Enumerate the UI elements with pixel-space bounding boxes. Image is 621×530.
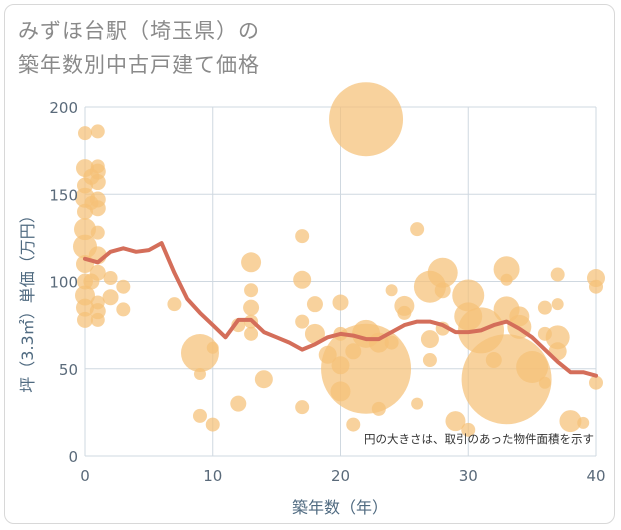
bubble-point [589, 375, 603, 390]
bubble-point [577, 416, 590, 429]
x-tick-label: 40 [586, 467, 605, 485]
bubble-point [306, 296, 323, 313]
chart-title: みずほ台駅（埼玉県）の 築年数別中古戸建て価格 [18, 14, 260, 82]
bubble-point [304, 323, 325, 344]
bubble-point [90, 124, 105, 139]
bubble-point [422, 353, 437, 368]
bubble-point [230, 395, 247, 412]
bubble-point [538, 376, 551, 389]
y-tick-label: 200 [49, 99, 78, 117]
bubble-point [329, 82, 404, 157]
bubble-point [410, 222, 425, 237]
bubble-point [74, 218, 96, 241]
bubble-point [384, 335, 399, 350]
bubble-point [461, 422, 476, 437]
bubble-point [193, 367, 206, 380]
bubble-point [241, 252, 262, 273]
bubble-point [332, 294, 349, 311]
bubble-point [371, 401, 386, 416]
bubble-point [545, 325, 570, 350]
x-tick-label: 10 [203, 467, 222, 485]
bubble-point [102, 289, 119, 306]
bubble-point [116, 279, 131, 294]
x-tick-label: 30 [459, 467, 478, 485]
bubble-point [89, 174, 106, 191]
bubble-point [295, 229, 310, 244]
bubble-point [89, 264, 106, 281]
y-tick-label: 0 [68, 448, 78, 466]
bubble-point [89, 200, 106, 217]
bubble-point [397, 305, 412, 320]
bubble-point [206, 341, 219, 354]
bubble-point [243, 299, 260, 316]
x-tick-label: 0 [80, 467, 90, 485]
bubble-point [346, 417, 361, 432]
median-price-line [83, 241, 598, 378]
bubble-point [78, 126, 92, 141]
bubble-point [254, 370, 273, 389]
bubble-point [427, 257, 458, 288]
bubble-point [293, 270, 312, 289]
bubble-point [77, 311, 93, 328]
bubble-point [116, 302, 131, 317]
x-tick-label: 20 [331, 467, 350, 485]
y-tick-label: 50 [59, 361, 78, 379]
bubble-point [589, 279, 603, 294]
bubble-point [452, 279, 485, 312]
bubble-size-note: 円の大きさは、取引のあった物件面積を示す [364, 432, 594, 446]
bubble-point [295, 400, 310, 415]
bubble-point [90, 225, 105, 240]
bubble-point [103, 271, 118, 286]
bubble-point [550, 267, 565, 282]
bubble-point [205, 417, 220, 432]
bubble-point [516, 351, 549, 384]
bubble-point [90, 312, 105, 327]
bubble-point [244, 326, 259, 341]
chart-title-line-2: 築年数別中古戸建て価格 [18, 53, 260, 77]
bubble-point [434, 282, 451, 299]
bubble-point [537, 300, 552, 315]
bubble-point [493, 256, 520, 283]
y-axis-title: 坪（3.3㎡）単価（万円） [18, 207, 37, 392]
y-tick-label: 150 [49, 186, 78, 204]
bubble-point [76, 298, 94, 317]
bubble-point [244, 283, 259, 298]
bubble-point [385, 284, 398, 297]
bubble-point [167, 297, 182, 312]
bubble-point [192, 408, 207, 423]
bubble-point [445, 411, 466, 432]
bubble-series [73, 82, 605, 437]
y-tick-label: 100 [49, 274, 78, 292]
y-tick-labels: 0 50 100 150 200 [49, 99, 78, 466]
x-axis-title: 築年数（年） [292, 498, 388, 517]
bubble-point [295, 314, 310, 329]
bubble-point [559, 410, 582, 433]
bubble-point [551, 298, 564, 311]
bubble-point [411, 397, 424, 410]
chart-title-line-1: みずほ台駅（埼玉県）の [18, 19, 260, 43]
bubble-point [420, 330, 439, 349]
x-tick-labels: 0 10 20 30 40 [80, 467, 605, 485]
bubble-point [500, 273, 513, 286]
